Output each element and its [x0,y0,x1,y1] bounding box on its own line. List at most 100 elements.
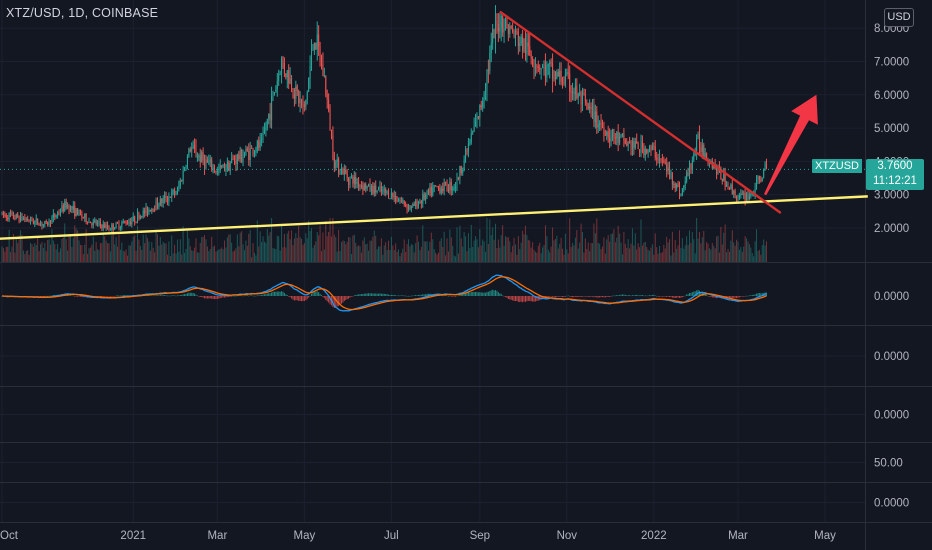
candle[interactable] [540,67,542,80]
candle[interactable] [85,213,87,225]
candle[interactable] [654,140,656,161]
candle[interactable] [373,182,375,197]
candle[interactable] [296,84,298,96]
candle[interactable] [563,76,565,86]
candle[interactable] [350,173,352,179]
candle[interactable] [335,159,337,171]
candle[interactable] [97,220,99,227]
candle[interactable] [229,160,231,176]
candle[interactable] [378,186,380,191]
resistance-trendline[interactable] [499,10,782,214]
candle[interactable] [15,213,17,220]
candle[interactable] [601,119,603,129]
candle[interactable] [547,63,549,76]
candle[interactable] [92,218,94,229]
candle[interactable] [730,183,732,190]
candle[interactable] [653,142,655,151]
candle[interactable] [422,189,424,208]
candle[interactable] [673,180,675,189]
candle[interactable] [35,214,37,225]
candle[interactable] [455,181,457,193]
candle[interactable] [623,128,625,148]
candle[interactable] [731,178,733,195]
candle[interactable] [543,60,545,76]
pane-axis-label[interactable]: 50.00 [874,458,903,470]
candle[interactable] [706,152,708,159]
candle[interactable] [639,149,641,158]
candle[interactable] [740,189,742,199]
candle[interactable] [132,212,134,222]
candle[interactable] [48,218,50,227]
candle[interactable] [209,154,211,168]
candle[interactable] [600,114,602,131]
pane-axis-label[interactable]: 0.0000 [874,351,909,363]
candle[interactable] [2,210,4,219]
candle[interactable] [271,86,273,129]
candle[interactable] [396,196,398,203]
candle[interactable] [285,73,287,80]
candle[interactable] [425,192,427,205]
candle[interactable] [410,205,412,213]
candle[interactable] [206,156,208,163]
candle[interactable] [151,207,153,214]
candle[interactable] [162,195,164,208]
candle[interactable] [322,52,324,77]
candle[interactable] [483,90,485,109]
candle[interactable] [74,201,76,220]
candle[interactable] [348,176,350,191]
candle[interactable] [251,145,253,150]
candle[interactable] [439,183,441,195]
candle[interactable] [75,208,77,217]
candle[interactable] [131,217,133,228]
candle[interactable] [14,214,16,221]
candle[interactable] [7,214,9,222]
candle[interactable] [188,147,190,158]
candle[interactable] [32,218,34,225]
candle[interactable] [189,146,191,153]
candle[interactable] [49,219,51,228]
candle[interactable] [379,180,381,193]
candle[interactable] [522,29,524,59]
candle[interactable] [298,89,300,107]
candle[interactable] [724,167,726,191]
candle[interactable] [445,181,447,186]
candle[interactable] [597,115,599,133]
candle[interactable] [47,221,49,227]
candle[interactable] [124,220,126,224]
candle[interactable] [406,203,408,214]
candle[interactable] [215,170,217,175]
candle[interactable] [669,161,671,180]
candle[interactable] [691,156,693,174]
candle[interactable] [259,132,261,151]
candle[interactable] [40,220,42,227]
candle[interactable] [459,165,461,185]
candle[interactable] [497,13,499,43]
candle[interactable] [530,50,532,65]
candle[interactable] [372,182,374,196]
candle[interactable] [339,169,341,175]
candle[interactable] [156,197,158,210]
candle[interactable] [754,182,756,199]
candle[interactable] [295,80,297,105]
candle[interactable] [328,93,330,113]
candle[interactable] [677,180,679,188]
candle[interactable] [584,88,586,106]
candle[interactable] [263,122,265,135]
candle[interactable] [84,213,86,222]
candle[interactable] [269,102,271,128]
candle[interactable] [71,205,73,214]
candle[interactable] [534,57,536,77]
candle[interactable] [490,32,492,63]
candle[interactable] [311,39,313,71]
candle[interactable] [747,190,749,204]
candle[interactable] [417,200,419,209]
candle[interactable] [72,200,74,213]
candle[interactable] [185,164,187,172]
candle[interactable] [239,146,241,163]
candle[interactable] [577,92,579,105]
candle[interactable] [435,185,437,187]
candle[interactable] [450,178,452,196]
candle[interactable] [415,198,417,210]
candle[interactable] [358,176,360,191]
candle[interactable] [637,141,639,150]
